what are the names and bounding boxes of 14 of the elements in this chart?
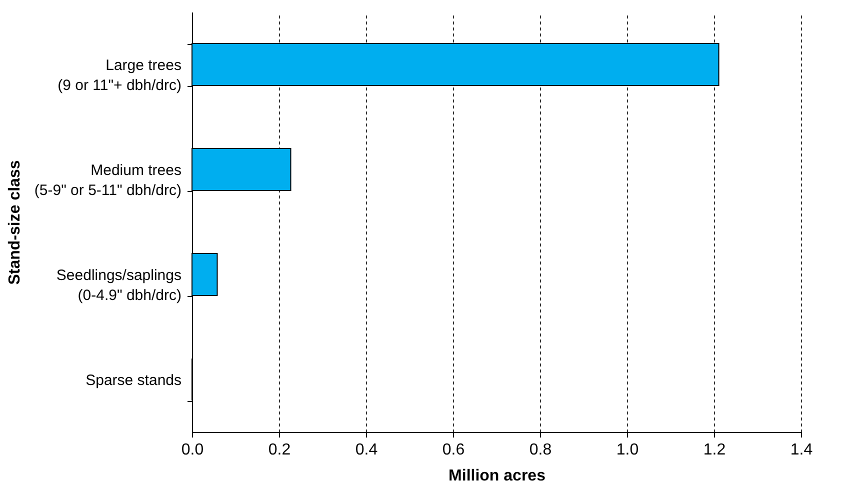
x-tick-label: 0.8 [529, 442, 552, 458]
y-tick-label: Large trees (9 or 11"+ dbh/drc) [58, 57, 182, 94]
y-axis-title: Stand-size class [6, 160, 24, 285]
x-tick-label: 0.6 [442, 442, 465, 458]
x-axis-title: Million acres [448, 468, 546, 484]
x-tick-label: 0.0 [181, 442, 204, 458]
y-tick-label: Seedlings/saplings (0-4.9" dbh/drc) [56, 267, 182, 304]
x-tick-label: 1.4 [790, 442, 813, 458]
x-tick-label: 0.2 [268, 442, 291, 458]
x-tick-label: 1.0 [616, 442, 639, 458]
x-tick-label: 0.4 [355, 442, 378, 458]
y-tick-label: Sparse stands [86, 372, 182, 389]
y-tick-label: Medium trees (5-9" or 5-11" dbh/drc) [34, 162, 182, 199]
x-tick-label: 1.2 [703, 442, 726, 458]
